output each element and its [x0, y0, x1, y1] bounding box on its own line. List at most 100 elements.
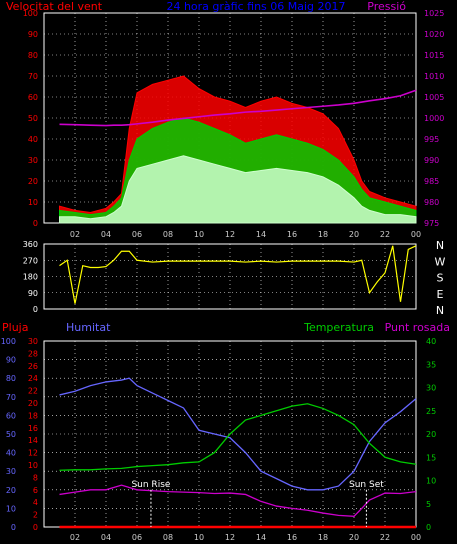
temperature-tick-label: 0 — [426, 523, 431, 532]
wind-right-ticks: 975 980 985 990 995 1000 1005 1010 1015 1020 1025 — [424, 9, 444, 228]
humidity-tick-label: 70 — [6, 393, 16, 402]
direction-line — [59, 245, 417, 304]
wind-left-tick-label: 10 — [28, 198, 38, 207]
climate-x-tick-label: 08 — [163, 533, 173, 542]
climate-x-tick-label: 16 — [287, 533, 297, 542]
wind-left-tick-label: 30 — [28, 156, 38, 165]
wind-x-ticks: 02 04 06 08 10 12 14 16 18 20 22 00 — [70, 230, 421, 239]
humidity-tick-label: 10 — [6, 504, 16, 513]
climate-series-group — [59, 377, 417, 529]
wind-left-tick-label: 40 — [28, 135, 38, 144]
climate-x-tick-label: 18 — [318, 533, 328, 542]
climate-x-ticks: 02 04 06 08 10 12 14 16 18 20 22 00 — [70, 533, 421, 542]
temperature-tick-label: 30 — [426, 384, 436, 393]
dewpoint-axis-label: Punt rosada — [385, 321, 450, 334]
wind-right-tick-label: 1000 — [424, 114, 444, 123]
temperature-tick-label: 5 — [426, 500, 431, 509]
climate-x-tick-label: 00 — [411, 533, 421, 542]
humidity-ticks: 0 10 20 30 40 50 60 70 80 90 100 — [1, 337, 16, 532]
wind-right-tick-label: 975 — [424, 219, 439, 228]
climate-x-tick-label: 12 — [225, 533, 235, 542]
wind-right-tick-label: 1015 — [424, 51, 444, 60]
rain-tick-label: 0 — [33, 523, 38, 532]
climate-x-tick-label: 22 — [380, 533, 390, 542]
temperature-tick-label: 25 — [426, 407, 436, 416]
humidity-tick-label: 60 — [6, 411, 16, 420]
compass-label: W — [435, 255, 446, 268]
sun-rise-label: Sun Rise — [131, 480, 170, 490]
rain-tick-label: 8 — [33, 473, 38, 482]
wind-right-tick-label: 990 — [424, 156, 439, 165]
wind-right-tick-label: 1020 — [424, 30, 444, 39]
rain-tick-label: 20 — [28, 399, 38, 408]
humidity-tick-label: 80 — [6, 374, 16, 383]
compass-label: E — [437, 288, 444, 301]
rain-tick-label: 18 — [28, 411, 38, 420]
rain-tick-label: 30 — [28, 337, 38, 346]
direction-tick-label: 180 — [23, 273, 38, 282]
direction-tick-label: 270 — [23, 256, 38, 265]
climate-x-tick-label: 14 — [256, 533, 266, 542]
temperature-ticks: 0 5 10 15 20 25 30 35 40 — [426, 337, 436, 532]
humidity-tick-label: 30 — [6, 467, 16, 476]
climate-x-tick-label: 02 — [70, 533, 80, 542]
sun-set-label: Sun Set — [349, 480, 384, 490]
wind-x-tick-label: 16 — [287, 230, 297, 239]
direction-gridlines — [44, 243, 417, 310]
temperature-tick-label: 15 — [426, 453, 436, 462]
wind-x-tick-label: 12 — [225, 230, 235, 239]
temperature-line — [59, 403, 417, 471]
wind-x-tick-label: 22 — [380, 230, 390, 239]
wind-right-tick-label: 1005 — [424, 93, 444, 102]
humidity-tick-label: 20 — [6, 486, 16, 495]
climate-x-tick-label: 10 — [194, 533, 204, 542]
rain-tick-label: 2 — [33, 511, 38, 520]
humidity-tick-label: 50 — [6, 430, 16, 439]
wind-x-tick-label: 20 — [349, 230, 359, 239]
wind-x-tick-label: 00 — [411, 230, 421, 239]
compass-label: N — [436, 304, 444, 317]
wind-left-tick-label: 70 — [28, 72, 38, 81]
direction-tick-label: 90 — [28, 289, 38, 298]
humidity-tick-label: 0 — [11, 523, 16, 532]
climate-x-tick-label: 20 — [349, 533, 359, 542]
wind-right-tick-label: 1025 — [424, 9, 444, 18]
wind-x-tick-label: 08 — [163, 230, 173, 239]
wind_avg-speed-area — [59, 155, 417, 224]
direction-tick-label: 0 — [33, 305, 38, 314]
wind-left-ticks: 0 10 20 30 40 50 60 70 80 90 100 — [23, 9, 38, 228]
humidity-tick-label: 100 — [1, 337, 16, 346]
rain-tick-label: 16 — [28, 424, 38, 433]
direction-tick-label: 360 — [23, 240, 38, 249]
climate-x-tick-label: 04 — [101, 533, 111, 542]
rain-tick-label: 10 — [28, 461, 38, 470]
wind-x-tick-label: 02 — [70, 230, 80, 239]
wind-left-tick-label: 100 — [23, 9, 38, 18]
wind-x-tick-label: 18 — [318, 230, 328, 239]
rain-tick-label: 24 — [28, 374, 38, 383]
wind-left-axis-label: Velocitat del vent — [6, 0, 103, 13]
wind-x-tick-label: 06 — [132, 230, 142, 239]
rain-tick-label: 6 — [33, 486, 38, 495]
temperature-tick-label: 35 — [426, 360, 436, 369]
humidity-line — [59, 377, 417, 491]
climate-x-tick-label: 06 — [132, 533, 142, 542]
pressure-line — [59, 89, 417, 127]
rain-tick-label: 26 — [28, 362, 38, 371]
sun-markers: Sun Rise Sun Set — [131, 480, 384, 527]
wind-right-tick-label: 980 — [424, 198, 439, 207]
compass-label: S — [437, 272, 444, 285]
wind-left-tick-label: 20 — [28, 177, 38, 186]
direction-series-group — [59, 245, 417, 304]
wind-x-tick-label: 10 — [194, 230, 204, 239]
wind-chart-title: 24 hora gràfic fins 06 Maig 2017 — [166, 0, 345, 13]
temperature-axis-label: Temperatura — [303, 321, 374, 334]
compass-label: N — [436, 239, 444, 252]
wind-right-axis-label: Pressió — [367, 0, 406, 13]
